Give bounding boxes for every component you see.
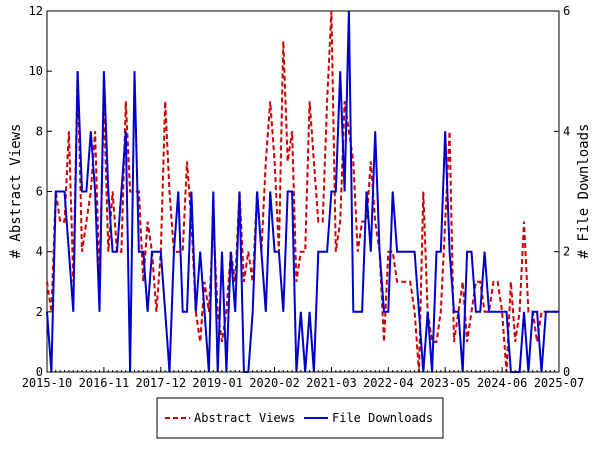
x-axis: 2015-10 2016-11 2017-12 2019-01 2020-02 2021-… xyxy=(22,367,585,390)
x-tick-label: 2024-06 xyxy=(477,376,528,390)
series-line-file-downloads xyxy=(46,10,559,373)
x-tick-label: 2023-05 xyxy=(420,376,471,390)
y-right-tick-label: 0 xyxy=(563,365,570,379)
y-axis-right-title: # File Downloads xyxy=(576,124,592,259)
y-left-tick-label: 10 xyxy=(29,64,43,78)
y-right-tick-label: 6 xyxy=(563,4,570,18)
legend-label-abstract-views: Abstract Views xyxy=(194,411,295,425)
x-tick-label: 2019-01 xyxy=(192,376,243,390)
y-left-tick-label: 12 xyxy=(29,4,43,18)
y-axis-left: 0 2 4 6 8 10 12 xyxy=(29,4,52,379)
x-tick-label: 2025-07 xyxy=(534,376,585,390)
y-axis-left-title: # Abstract Views xyxy=(8,124,24,259)
y-right-tick-label: 2 xyxy=(563,245,570,259)
legend-label-file-downloads: File Downloads xyxy=(332,411,433,425)
y-right-tick-label: 4 xyxy=(563,124,570,138)
legend: Abstract Views File Downloads xyxy=(156,397,444,439)
y-left-tick-label: 2 xyxy=(36,305,43,319)
y-left-tick-label: 8 xyxy=(36,124,43,138)
x-tick-label: 2016-11 xyxy=(79,376,130,390)
legend-box xyxy=(156,397,444,439)
x-tick-label: 2017-12 xyxy=(135,376,186,390)
y-left-tick-label: 6 xyxy=(36,185,43,199)
series-layer xyxy=(46,10,559,373)
x-tick-label: 2021-03 xyxy=(306,376,357,390)
x-tick-label: 2020-02 xyxy=(249,376,300,390)
y-left-tick-label: 4 xyxy=(36,245,43,259)
x-tick-label: 2022-04 xyxy=(363,376,414,390)
x-tick-label: 2015-10 xyxy=(22,376,73,390)
y-left-tick-label: 0 xyxy=(36,365,43,379)
